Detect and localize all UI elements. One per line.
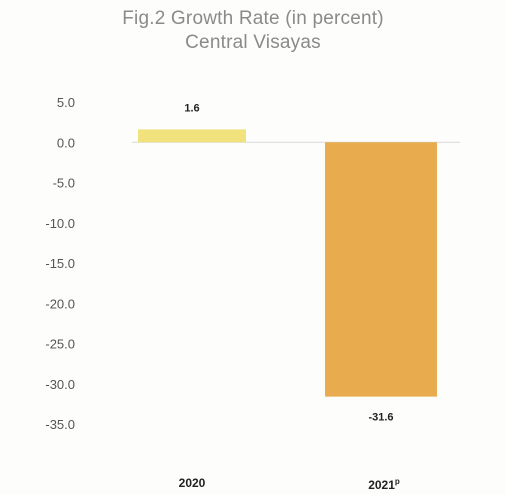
y-tick-label: -35.0	[45, 417, 75, 432]
y-tick-label: -25.0	[45, 337, 75, 352]
y-tick-label: -15.0	[45, 256, 75, 271]
chart-title-line-2: Central Visayas	[185, 32, 321, 53]
y-tick-label: -10.0	[45, 216, 75, 231]
y-tick-label: 0.0	[57, 135, 75, 150]
y-tick-label: 5.0	[57, 95, 75, 110]
data-label: -31.6	[368, 412, 393, 424]
bar-2020	[138, 129, 246, 143]
y-tick-label: -5.0	[53, 176, 75, 191]
x-tick-label: 2020	[179, 476, 206, 490]
y-tick-label: -20.0	[45, 296, 75, 311]
y-tick-label: -30.0	[45, 377, 75, 392]
data-label: 1.6	[184, 102, 199, 114]
chart-title-line-1: Fig.2 Growth Rate (in percent)	[122, 8, 384, 29]
bar-2021	[325, 142, 437, 397]
x-tick-label: 2021p	[368, 477, 400, 492]
